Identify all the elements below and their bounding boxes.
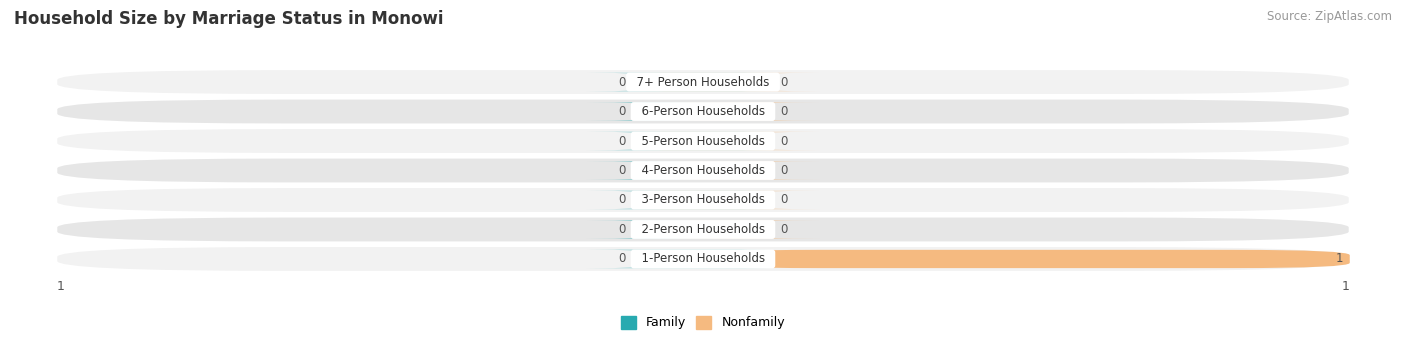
Text: 1-Person Households: 1-Person Households: [634, 252, 772, 266]
FancyBboxPatch shape: [586, 132, 775, 150]
FancyBboxPatch shape: [586, 161, 775, 180]
Text: 0: 0: [619, 134, 626, 148]
Text: 0: 0: [619, 223, 626, 236]
Legend: Family, Nonfamily: Family, Nonfamily: [616, 311, 790, 335]
Text: 4-Person Households: 4-Person Households: [634, 164, 772, 177]
Text: 0: 0: [780, 223, 787, 236]
FancyBboxPatch shape: [703, 250, 1350, 268]
FancyBboxPatch shape: [586, 102, 775, 121]
Text: 0: 0: [619, 105, 626, 118]
FancyBboxPatch shape: [631, 191, 820, 209]
FancyBboxPatch shape: [631, 220, 820, 239]
FancyBboxPatch shape: [631, 132, 820, 150]
Text: 2-Person Households: 2-Person Households: [634, 223, 772, 236]
FancyBboxPatch shape: [586, 191, 775, 209]
Text: 7+ Person Households: 7+ Person Households: [628, 75, 778, 89]
FancyBboxPatch shape: [586, 220, 775, 239]
Text: Source: ZipAtlas.com: Source: ZipAtlas.com: [1267, 10, 1392, 23]
FancyBboxPatch shape: [586, 250, 775, 268]
Text: 0: 0: [780, 164, 787, 177]
Text: 3-Person Households: 3-Person Households: [634, 193, 772, 207]
Text: 0: 0: [780, 105, 787, 118]
FancyBboxPatch shape: [56, 187, 1350, 213]
FancyBboxPatch shape: [586, 73, 775, 91]
Text: Household Size by Marriage Status in Monowi: Household Size by Marriage Status in Mon…: [14, 10, 443, 28]
FancyBboxPatch shape: [56, 246, 1350, 272]
Text: 0: 0: [780, 134, 787, 148]
Text: 1: 1: [1341, 280, 1350, 293]
FancyBboxPatch shape: [56, 99, 1350, 124]
Text: 0: 0: [619, 193, 626, 207]
FancyBboxPatch shape: [56, 217, 1350, 242]
Text: 5-Person Households: 5-Person Households: [634, 134, 772, 148]
FancyBboxPatch shape: [631, 102, 820, 121]
Text: 0: 0: [619, 164, 626, 177]
Text: 1: 1: [1336, 252, 1343, 266]
Text: 0: 0: [780, 75, 787, 89]
FancyBboxPatch shape: [56, 158, 1350, 183]
FancyBboxPatch shape: [56, 69, 1350, 95]
Text: 1: 1: [56, 280, 65, 293]
Text: 0: 0: [780, 193, 787, 207]
Text: 0: 0: [619, 75, 626, 89]
FancyBboxPatch shape: [56, 128, 1350, 154]
Text: 6-Person Households: 6-Person Households: [634, 105, 772, 118]
FancyBboxPatch shape: [631, 73, 820, 91]
FancyBboxPatch shape: [631, 161, 820, 180]
Text: 0: 0: [619, 252, 626, 266]
